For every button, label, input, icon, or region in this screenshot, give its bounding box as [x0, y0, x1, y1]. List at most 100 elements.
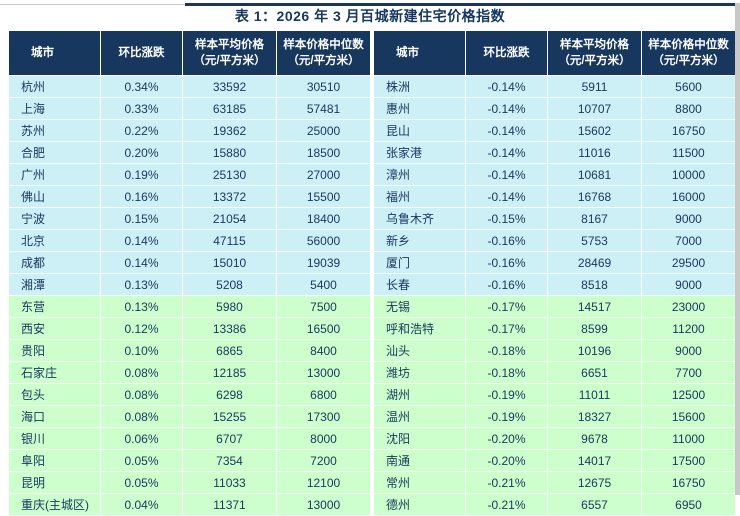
mom-change-cell: -0.19% — [465, 405, 548, 428]
median-price-cell: 16500 — [276, 317, 371, 340]
mom-change-cell: 0.14% — [100, 229, 183, 252]
avg-price-cell: 13386 — [182, 317, 277, 340]
median-price-cell: 5400 — [276, 273, 371, 296]
city-cell: 福州 — [373, 185, 466, 208]
table-row: 厦门 -0.16% 28469 29500 — [373, 251, 736, 274]
city-cell: 温州 — [373, 405, 466, 428]
mom-change-cell: 0.06% — [100, 427, 183, 450]
city-cell: 合肥 — [8, 141, 101, 164]
mom-change-cell: -0.14% — [465, 97, 548, 120]
avg-price-cell: 7354 — [182, 449, 277, 472]
median-price-cell: 11000 — [641, 427, 736, 450]
page-edge-strip — [735, 3, 740, 495]
median-price-cell: 16000 — [641, 185, 736, 208]
city-cell: 汕头 — [373, 339, 466, 362]
avg-price-cell: 5980 — [182, 295, 277, 318]
table-row: 成都 0.14% 15010 19039 — [8, 251, 371, 274]
city-cell: 东营 — [8, 295, 101, 318]
table-row: 张家港 -0.14% 11016 11500 — [373, 141, 736, 164]
median-price-cell: 30510 — [276, 75, 371, 98]
city-cell: 沈阳 — [373, 427, 466, 450]
median-price-cell: 15500 — [276, 185, 371, 208]
median-price-cell: 8800 — [641, 97, 736, 120]
table-row: 贵阳 0.10% 6865 8400 — [8, 339, 371, 362]
table-row: 乌鲁木齐 -0.15% 8167 9000 — [373, 207, 736, 230]
mom-change-cell: -0.15% — [465, 207, 548, 230]
mom-change-cell: 0.05% — [100, 471, 183, 494]
median-price-cell: 10000 — [641, 163, 736, 186]
avg-price-cell: 6298 — [182, 383, 277, 406]
avg-price-cell: 15880 — [182, 141, 277, 164]
table-row: 德州 -0.21% 6557 6950 — [373, 493, 736, 516]
median-price-cell: 17500 — [641, 449, 736, 472]
city-cell: 昆山 — [373, 119, 466, 142]
city-cell: 广州 — [8, 163, 101, 186]
avg-price-cell: 19362 — [182, 119, 277, 142]
median-price-cell: 57481 — [276, 97, 371, 120]
city-cell: 杭州 — [8, 75, 101, 98]
mom-change-cell: 0.15% — [100, 207, 183, 230]
median-price-cell: 13000 — [276, 493, 371, 516]
table-row: 苏州 0.22% 19362 25000 — [8, 119, 371, 142]
median-price-cell: 8000 — [276, 427, 371, 450]
city-cell: 包头 — [8, 383, 101, 406]
table-row: 杭州 0.34% 33592 30510 — [8, 75, 371, 98]
city-cell: 株洲 — [373, 75, 466, 98]
table-row: 长春 -0.16% 8518 9000 — [373, 273, 736, 296]
header-row: 城市 环比涨跌 样本平均价格 （元/平方米） 样本价格中位数 （元/平方米） — [373, 30, 736, 76]
mom-change-cell: 0.19% — [100, 163, 183, 186]
table-row: 无锡 -0.17% 14517 23000 — [373, 295, 736, 318]
table-row: 常州 -0.21% 12675 16750 — [373, 471, 736, 494]
avg-price-cell: 8167 — [547, 207, 642, 230]
mom-change-cell: 0.22% — [100, 119, 183, 142]
median-price-cell: 9000 — [641, 339, 736, 362]
city-cell: 常州 — [373, 471, 466, 494]
avg-price-cell: 11011 — [547, 383, 642, 406]
city-cell: 潍坊 — [373, 361, 466, 384]
median-price-cell: 6800 — [276, 383, 371, 406]
median-price-cell: 18500 — [276, 141, 371, 164]
mom-change-cell: 0.13% — [100, 273, 183, 296]
median-price-cell: 7700 — [641, 361, 736, 384]
table-row: 海口 0.08% 15255 17300 — [8, 405, 371, 428]
mom-change-cell: 0.12% — [100, 317, 183, 340]
city-cell: 银川 — [8, 427, 101, 450]
mom-change-cell: 0.20% — [100, 141, 183, 164]
mom-change-cell: -0.16% — [465, 251, 548, 274]
mom-change-cell: -0.14% — [465, 75, 548, 98]
tables-container: 城市 环比涨跌 样本平均价格 （元/平方米） 样本价格中位数 （元/平方米） 杭… — [0, 30, 740, 516]
median-price-cell: 18400 — [276, 207, 371, 230]
median-price-cell: 7500 — [276, 295, 371, 318]
median-price-cell: 17300 — [276, 405, 371, 428]
city-cell: 惠州 — [373, 97, 466, 120]
table-row: 湘潭 0.13% 5208 5400 — [8, 273, 371, 296]
mom-change-cell: -0.14% — [465, 119, 548, 142]
avg-price-cell: 5208 — [182, 273, 277, 296]
median-price-cell: 11200 — [641, 317, 736, 340]
table-header-right: 城市 环比涨跌 样本平均价格 （元/平方米） 样本价格中位数 （元/平方米） — [373, 30, 736, 76]
table-row: 温州 -0.19% 18327 15600 — [373, 405, 736, 428]
header-sample-median-price: 样本价格中位数 （元/平方米） — [641, 30, 736, 76]
top-divider-left-segment — [0, 4, 185, 5]
avg-price-cell: 28469 — [547, 251, 642, 274]
table-row: 合肥 0.20% 15880 18500 — [8, 141, 371, 164]
avg-price-cell: 11016 — [547, 141, 642, 164]
price-table-right: 城市 环比涨跌 样本平均价格 （元/平方米） 样本价格中位数 （元/平方米） 株… — [373, 30, 736, 516]
table-title: 表 1：2026 年 3 月百城新建住宅价格指数 — [234, 8, 506, 24]
table-row: 北京 0.14% 47115 56000 — [8, 229, 371, 252]
table-row: 漳州 -0.14% 10681 10000 — [373, 163, 736, 186]
table-row: 潍坊 -0.18% 6651 7700 — [373, 361, 736, 384]
mom-change-cell: -0.21% — [465, 493, 548, 516]
city-cell: 海口 — [8, 405, 101, 428]
median-price-cell: 15600 — [641, 405, 736, 428]
avg-price-cell: 9678 — [547, 427, 642, 450]
mom-change-cell: 0.13% — [100, 295, 183, 318]
median-price-cell: 8400 — [276, 339, 371, 362]
mom-change-cell: 0.16% — [100, 185, 183, 208]
avg-price-cell: 47115 — [182, 229, 277, 252]
table-row: 南通 -0.20% 14017 17500 — [373, 449, 736, 472]
top-divider-right-segment — [185, 3, 740, 6]
city-cell: 宁波 — [8, 207, 101, 230]
city-cell: 长春 — [373, 273, 466, 296]
mom-change-cell: -0.14% — [465, 185, 548, 208]
